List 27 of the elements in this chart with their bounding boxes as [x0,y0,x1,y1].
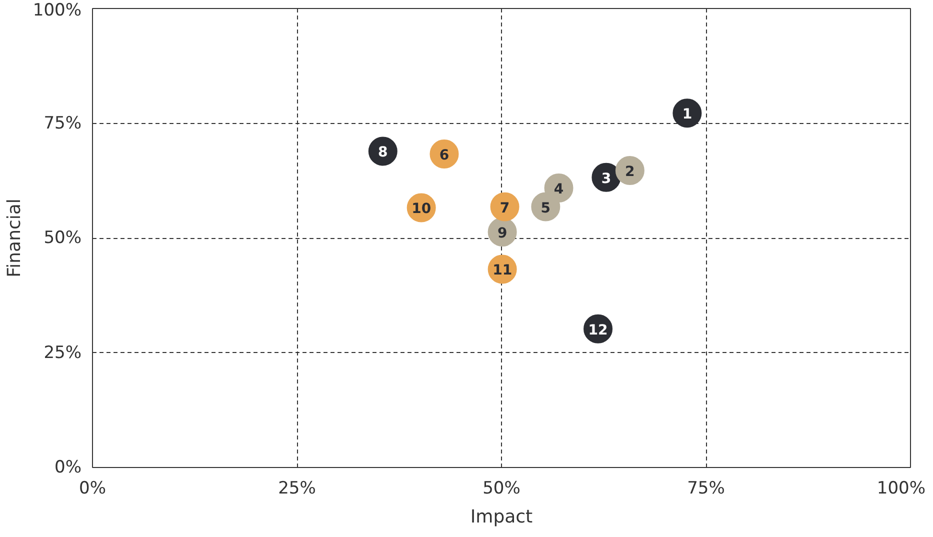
annotation: 6 [439,148,450,164]
annotation: 10 [412,201,432,218]
x-axis-title: Impact [470,506,533,528]
y-tick-label: 50% [44,228,82,248]
x-tick-label: 50% [482,478,520,498]
y-tick-label: 100% [32,0,82,20]
annotation: 5 [540,200,551,216]
x-tick-label: 75% [687,478,725,498]
y-tick-label: 25% [44,342,82,363]
annotation: 3 [601,170,612,187]
annotation: 1 [682,106,692,123]
x-tick-label: 0% [79,478,106,498]
y-tick-label: 75% [44,113,82,134]
point [672,98,702,128]
y-axis-title: Financial [4,198,25,278]
point [615,156,644,185]
annotation: 2 [625,164,635,180]
annotation: 11 [492,262,512,279]
annotation: 7 [500,200,510,216]
annotation: 8 [378,144,388,161]
y-tick-label: 0% [54,458,82,478]
annotation: 9 [497,226,508,242]
annotation: 4 [554,181,564,198]
x-tick-label: 100% [876,478,926,498]
annotation: 12 [588,322,608,338]
point [490,192,520,222]
x-tick-label: 25% [278,478,316,498]
